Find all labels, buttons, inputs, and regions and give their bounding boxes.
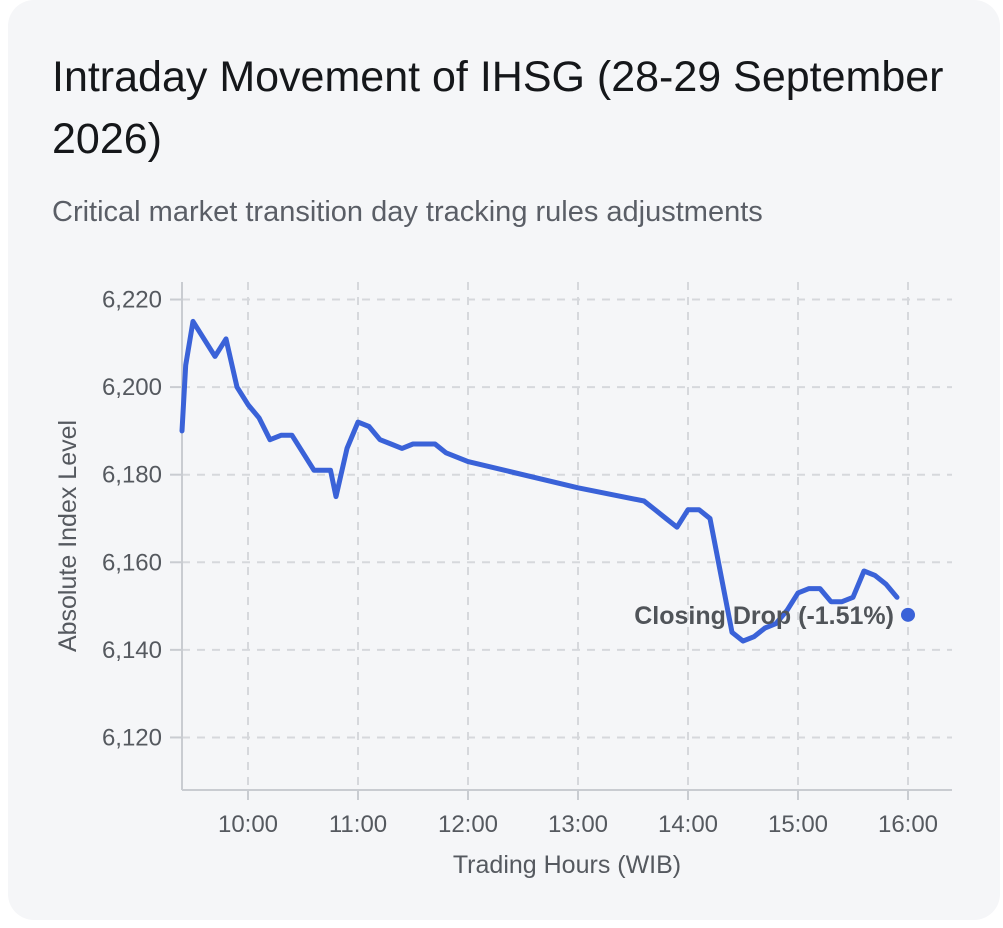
y-tick-label: 6,180 <box>102 462 162 489</box>
y-tick-label: 6,220 <box>102 287 162 314</box>
x-tick-label: 16:00 <box>878 811 938 838</box>
annotations: Closing Drop (-1.51%) <box>634 602 915 630</box>
annotation-label: Closing Drop (-1.51%) <box>634 602 894 630</box>
y-tick-label: 6,160 <box>102 549 162 576</box>
x-tick-label: 10:00 <box>218 811 278 838</box>
axes: 6,120 6,140 6,160 6,180 6,200 6,220 10:00 11:00… <box>102 282 952 838</box>
y-tick-label: 6,200 <box>102 374 162 401</box>
x-tick-label: 14:00 <box>658 811 718 838</box>
y-tick-label: 6,140 <box>102 637 162 664</box>
y-axis-title: Absolute Index Level <box>54 420 82 652</box>
closing-point <box>901 607 915 622</box>
x-tick-label: 13:00 <box>548 811 608 838</box>
series-line <box>179 318 900 644</box>
chart-card: Intraday Movement of IHSG (28-29 Septemb… <box>8 0 1000 920</box>
y-tick-label: 6,120 <box>102 724 162 751</box>
grid-lines <box>182 282 952 790</box>
x-tick-label: 15:00 <box>768 811 828 838</box>
chart-subtitle: Critical market transition day tracking … <box>52 196 763 228</box>
x-tick-label: 11:00 <box>329 811 387 838</box>
chart-title: Intraday Movement of IHSG (28-29 Septemb… <box>52 53 944 163</box>
series-layer <box>179 318 900 644</box>
x-tick-label: 12:00 <box>438 811 498 838</box>
x-axis-title: Trading Hours (WIB) <box>453 851 681 879</box>
